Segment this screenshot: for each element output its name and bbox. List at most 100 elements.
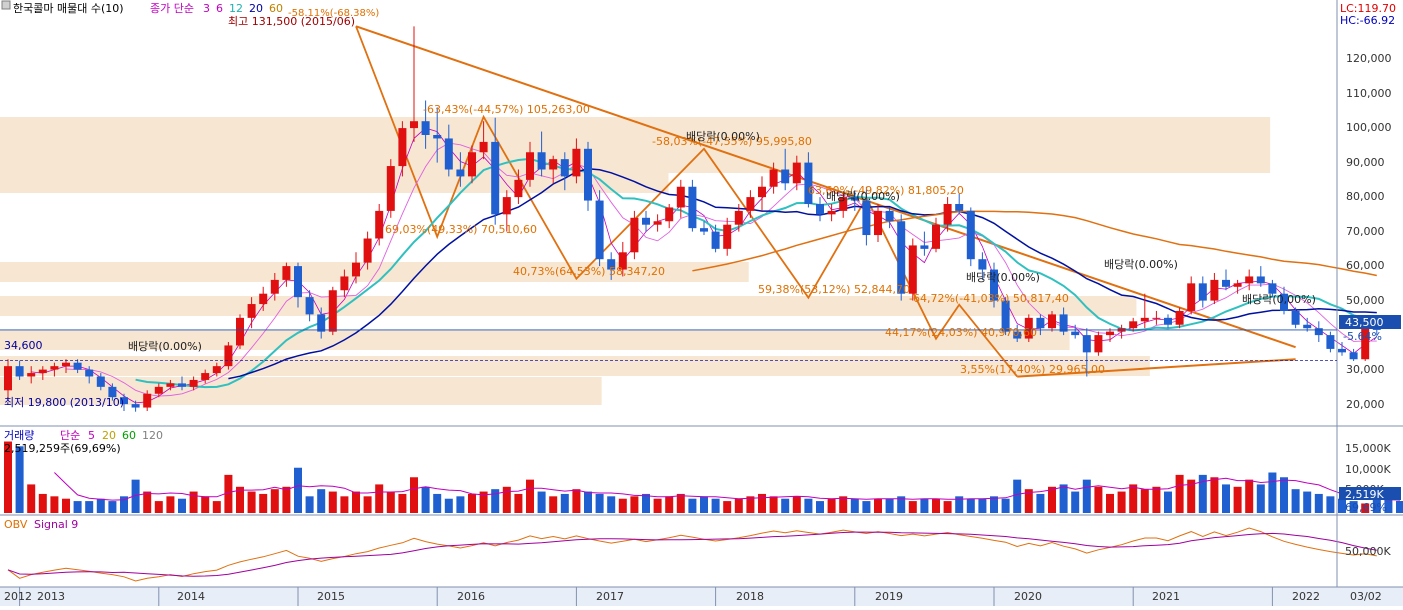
volume-bar — [1082, 479, 1091, 513]
volume-bar — [688, 498, 697, 513]
volume-bar — [549, 496, 558, 513]
candle — [885, 210, 894, 222]
volume-bar — [143, 491, 152, 513]
candle — [630, 217, 639, 253]
lc-readout: LC:119.70 — [1340, 2, 1396, 15]
candle — [305, 297, 314, 315]
candle — [131, 404, 140, 408]
volume-bar — [723, 501, 732, 513]
y-tick: 20,000 — [1346, 398, 1385, 411]
volume-bar — [398, 493, 407, 513]
candle — [723, 224, 732, 249]
volume-bar — [607, 496, 616, 513]
hc-readout: HC:-66.92 — [1340, 14, 1395, 27]
volume-bar — [792, 496, 801, 513]
candle — [386, 166, 395, 211]
volume-bar — [1349, 501, 1358, 513]
volume-bar — [1187, 479, 1196, 513]
x-tick: 2017 — [596, 590, 624, 603]
ma-line-20 — [228, 168, 1377, 380]
candle — [27, 373, 36, 377]
candle — [189, 379, 198, 387]
annotation-swing-5: 63,60%(-49,82%) 81,805,20 — [808, 184, 964, 197]
candle — [607, 259, 616, 270]
volume-value-label: 2,519,259주(69,69%) — [4, 442, 121, 455]
candle — [1071, 331, 1080, 336]
candle — [1036, 317, 1045, 329]
ma-period-60: 60 — [269, 2, 283, 15]
candle — [1338, 348, 1346, 353]
obv-y-tick: 50,000K — [1345, 545, 1391, 558]
volume-bar — [943, 501, 952, 513]
candle — [978, 259, 987, 270]
high-overlap-label: -58.11%(-68.38%) — [288, 8, 379, 19]
candle — [700, 228, 708, 232]
volume-bar — [572, 489, 581, 513]
candle — [642, 217, 650, 225]
trendline — [355, 25, 1296, 349]
volume-bar — [282, 486, 291, 513]
stock-title[interactable]: 한국콜마 매물대 수(10) — [13, 2, 124, 15]
volume-bar — [444, 498, 453, 513]
candle — [560, 159, 569, 177]
volume-bar — [1106, 493, 1114, 513]
y-tick: 60,000 — [1346, 259, 1385, 272]
candle — [15, 366, 24, 377]
volume-bar — [15, 446, 24, 513]
ma-line-6 — [65, 142, 1377, 397]
candle — [1152, 317, 1161, 319]
volume-bar — [769, 496, 778, 513]
volume-profile-bar — [0, 262, 749, 282]
candle — [398, 128, 407, 167]
volume-bar — [966, 498, 975, 513]
y-tick: 90,000 — [1346, 156, 1385, 169]
volume-bar — [212, 501, 221, 513]
candle — [734, 210, 743, 225]
candle — [897, 221, 906, 294]
volume-bar — [526, 479, 534, 513]
candle — [1187, 283, 1196, 311]
volume-bar — [1222, 484, 1230, 513]
volume-ma-120: 120 — [142, 429, 163, 442]
y-tick: 70,000 — [1346, 225, 1385, 238]
volume-bar — [758, 493, 766, 513]
candle — [804, 162, 813, 204]
volume-bar — [584, 491, 592, 513]
volume-bar — [827, 498, 836, 513]
candle — [711, 231, 720, 249]
high-label: 최고 131,500 (2015/06) — [228, 15, 355, 28]
candle — [665, 207, 674, 222]
candle — [816, 204, 824, 215]
candle — [908, 245, 917, 294]
current-price: 43,500 — [1345, 316, 1384, 329]
candle — [282, 266, 291, 280]
annotation-dividend-2: 배당락(0.00%) — [686, 130, 760, 143]
volume-bar — [1164, 491, 1172, 513]
candle — [421, 121, 430, 135]
candle — [850, 197, 859, 201]
x-axis-corner: 03/02 — [1350, 590, 1382, 603]
annotation-swing-7: -64,72%(-41,03%) 50,817,40 — [909, 292, 1069, 305]
candle — [1013, 331, 1022, 339]
volume-bar — [491, 489, 500, 513]
candle — [154, 386, 163, 394]
x-axis: 2012 2013 2014 2015 2016 2017 2018 2019 … — [4, 590, 1382, 603]
volume-y-tick: 15,000K — [1345, 442, 1391, 455]
volume-ma-5: 5 — [88, 429, 95, 442]
candle — [1024, 317, 1033, 339]
candle — [966, 210, 975, 260]
volume-title: 거래량 — [4, 429, 34, 442]
volume-bar — [804, 498, 813, 513]
candle — [1082, 335, 1091, 353]
volume-bar — [386, 491, 395, 513]
candle — [514, 179, 523, 198]
candle — [120, 397, 128, 405]
obv-signal-label: Signal 9 — [34, 518, 78, 531]
candle — [96, 376, 105, 387]
candle — [618, 252, 627, 270]
volume-bar — [294, 467, 302, 513]
volume-bar — [1268, 472, 1277, 513]
volume-bar — [676, 493, 685, 513]
volume-bar — [479, 491, 488, 513]
